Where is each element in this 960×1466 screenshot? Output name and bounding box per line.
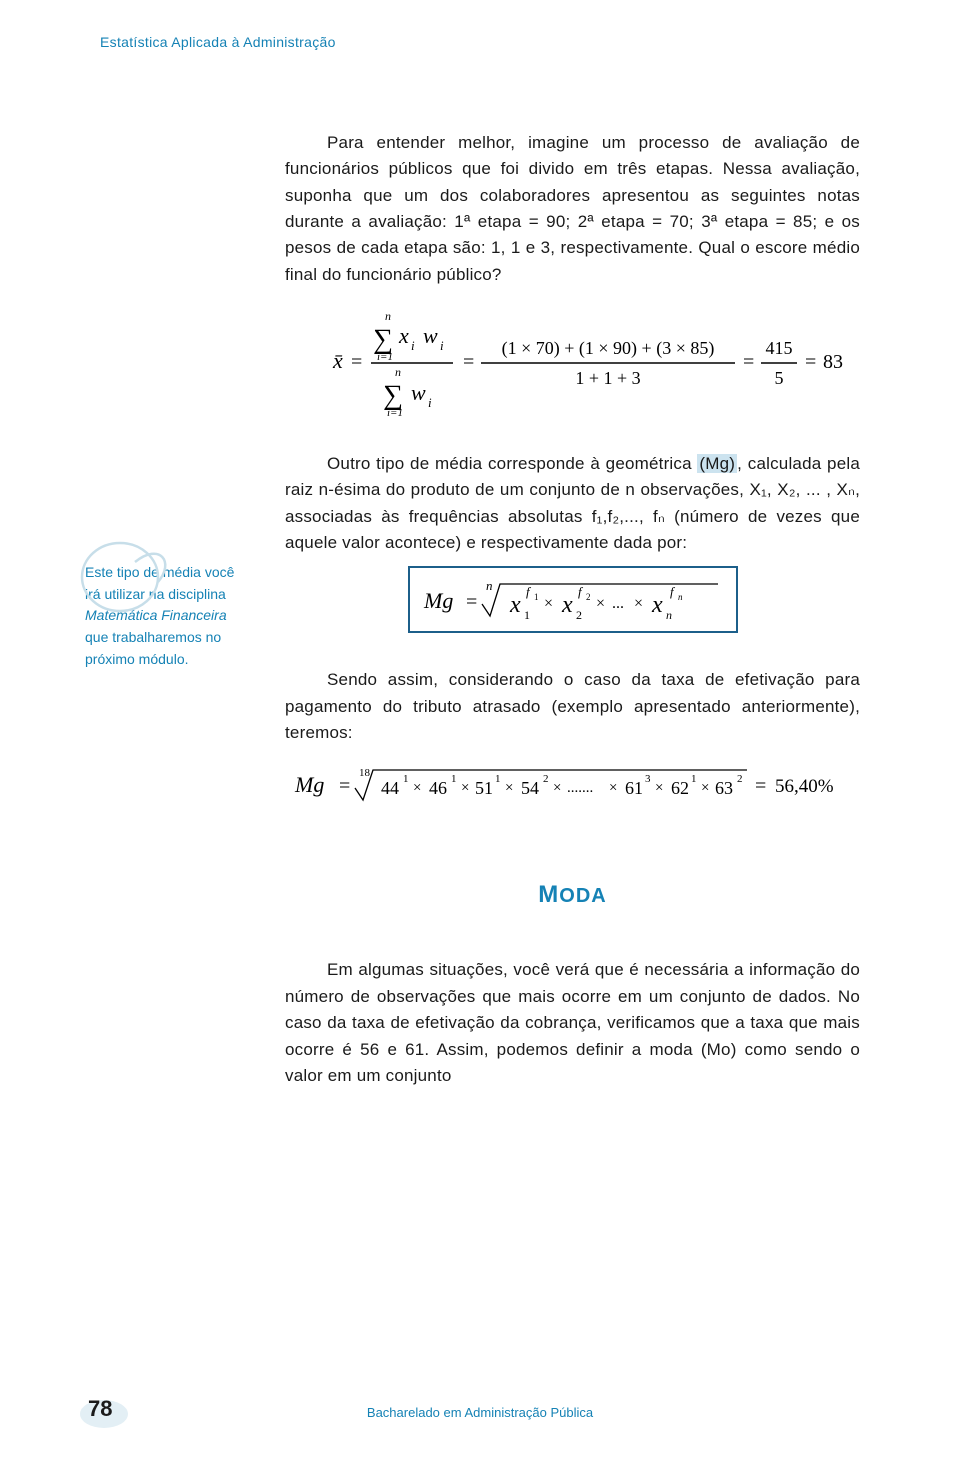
margin-note-line3: Matemática Financeira xyxy=(85,605,270,627)
svg-text:f: f xyxy=(578,584,584,599)
svg-text:=: = xyxy=(466,591,477,613)
svg-text:x: x xyxy=(398,323,409,348)
svg-text:54: 54 xyxy=(521,778,539,798)
svg-text:(1 × 70) + (1 × 90) + (3 × 85): (1 × 70) + (1 × 90) + (3 × 85) xyxy=(502,338,715,359)
margin-note-line2: irá utilizar na disciplina xyxy=(85,584,270,606)
svg-text:x: x xyxy=(509,592,521,618)
svg-text:1: 1 xyxy=(495,773,501,785)
svg-text:×: × xyxy=(461,780,469,796)
svg-text:=: = xyxy=(351,351,362,373)
svg-text:=: = xyxy=(463,351,474,373)
svg-text:=: = xyxy=(805,351,816,373)
svg-text:=: = xyxy=(755,775,766,797)
svg-text:f: f xyxy=(670,584,676,599)
svg-text:i: i xyxy=(428,395,432,410)
svg-text:Mg: Mg xyxy=(294,772,324,797)
svg-text:w: w xyxy=(411,380,426,405)
svg-text:1: 1 xyxy=(691,773,697,785)
svg-text:83: 83 xyxy=(823,351,843,373)
svg-text:×: × xyxy=(413,780,421,796)
svg-text:...: ... xyxy=(612,595,624,612)
svg-text:2: 2 xyxy=(737,773,743,785)
svg-text:f: f xyxy=(526,584,532,599)
svg-text:1 + 1 + 3: 1 + 1 + 3 xyxy=(575,368,640,388)
svg-text:×: × xyxy=(505,780,513,796)
svg-text:n: n xyxy=(395,365,401,379)
paragraph-intro: Para entender melhor, imagine um process… xyxy=(285,130,860,288)
margin-note-line5: próximo módulo. xyxy=(85,649,270,671)
svg-text:18: 18 xyxy=(359,767,371,779)
svg-text:i: i xyxy=(440,338,444,353)
svg-text:46: 46 xyxy=(429,778,447,798)
svg-text:51: 51 xyxy=(475,778,493,798)
margin-note-line4: que trabalharemos no xyxy=(85,627,270,649)
main-content: Para entender melhor, imagine um process… xyxy=(285,130,860,1089)
svg-text:3: 3 xyxy=(645,773,651,785)
svg-text:×: × xyxy=(553,780,561,796)
svg-text:×: × xyxy=(609,780,617,796)
running-header: Estatística Aplicada à Administração xyxy=(100,34,336,50)
svg-text:x: x xyxy=(651,592,663,618)
equation-geometric-numeric: Mg = 18 44 1 × 46 1 × 51 1 × 54 2 × ....… xyxy=(285,762,860,806)
svg-text:x̄: x̄ xyxy=(332,348,343,373)
small-caps-oda: ODA xyxy=(559,885,606,907)
svg-text:×: × xyxy=(655,780,663,796)
svg-text:.......: ....... xyxy=(567,780,593,796)
section-title-moda: MODA xyxy=(285,881,860,909)
svg-text:415: 415 xyxy=(766,338,793,358)
para2-pre: Outro tipo de média corresponde à geomét… xyxy=(327,454,697,473)
svg-text:5: 5 xyxy=(775,368,784,388)
svg-text:1: 1 xyxy=(534,592,539,602)
svg-text:n: n xyxy=(678,592,683,602)
svg-text:1: 1 xyxy=(451,773,457,785)
svg-text:=: = xyxy=(339,775,350,797)
svg-text:×: × xyxy=(701,780,709,796)
svg-text:i=1: i=1 xyxy=(387,407,403,418)
margin-note-line1: Este tipo de média você xyxy=(85,562,270,584)
svg-text:63: 63 xyxy=(715,778,733,798)
svg-text:n: n xyxy=(385,309,391,323)
svg-text:1: 1 xyxy=(403,773,409,785)
svg-text:n: n xyxy=(486,578,493,593)
svg-text:n: n xyxy=(666,608,672,622)
svg-text:56,40%: 56,40% xyxy=(775,776,834,797)
highlight-mg: (Mg) xyxy=(697,454,737,473)
svg-text:44: 44 xyxy=(381,778,399,798)
svg-text:w: w xyxy=(423,323,438,348)
svg-text:62: 62 xyxy=(671,778,689,798)
svg-text:2: 2 xyxy=(543,773,549,785)
svg-text:61: 61 xyxy=(625,778,643,798)
margin-note: Este tipo de média você irá utilizar na … xyxy=(85,562,270,670)
svg-text:2: 2 xyxy=(586,592,591,602)
footer-text: Bacharelado em Administração Pública xyxy=(0,1405,960,1420)
svg-text:×: × xyxy=(634,595,643,612)
svg-text:x: x xyxy=(561,592,573,618)
svg-text:×: × xyxy=(544,595,553,612)
svg-text:i: i xyxy=(411,338,415,353)
paragraph-application: Sendo assim, considerando o caso da taxa… xyxy=(285,667,860,746)
paragraph-moda: Em algumas situações, você verá que é ne… xyxy=(285,957,860,1089)
equation-geometric-mean: Mg = n x 1 f 1 × x 2 f 2 × ... × x n xyxy=(418,574,728,622)
equation-weighted-mean: x̄ = n ∑ i=1 x i w i n ∑ i=1 w i = (1 × … xyxy=(285,308,860,418)
svg-text:=: = xyxy=(743,351,754,373)
svg-text:i=1: i=1 xyxy=(377,351,393,363)
svg-text:Mg: Mg xyxy=(423,588,453,613)
paragraph-geometric-intro: Outro tipo de média corresponde à geomét… xyxy=(285,451,860,556)
formula-box-mg: Mg = n x 1 f 1 × x 2 f 2 × ... × x n xyxy=(408,566,738,633)
svg-text:2: 2 xyxy=(576,608,582,622)
svg-text:1: 1 xyxy=(524,608,530,622)
svg-text:×: × xyxy=(596,595,605,612)
